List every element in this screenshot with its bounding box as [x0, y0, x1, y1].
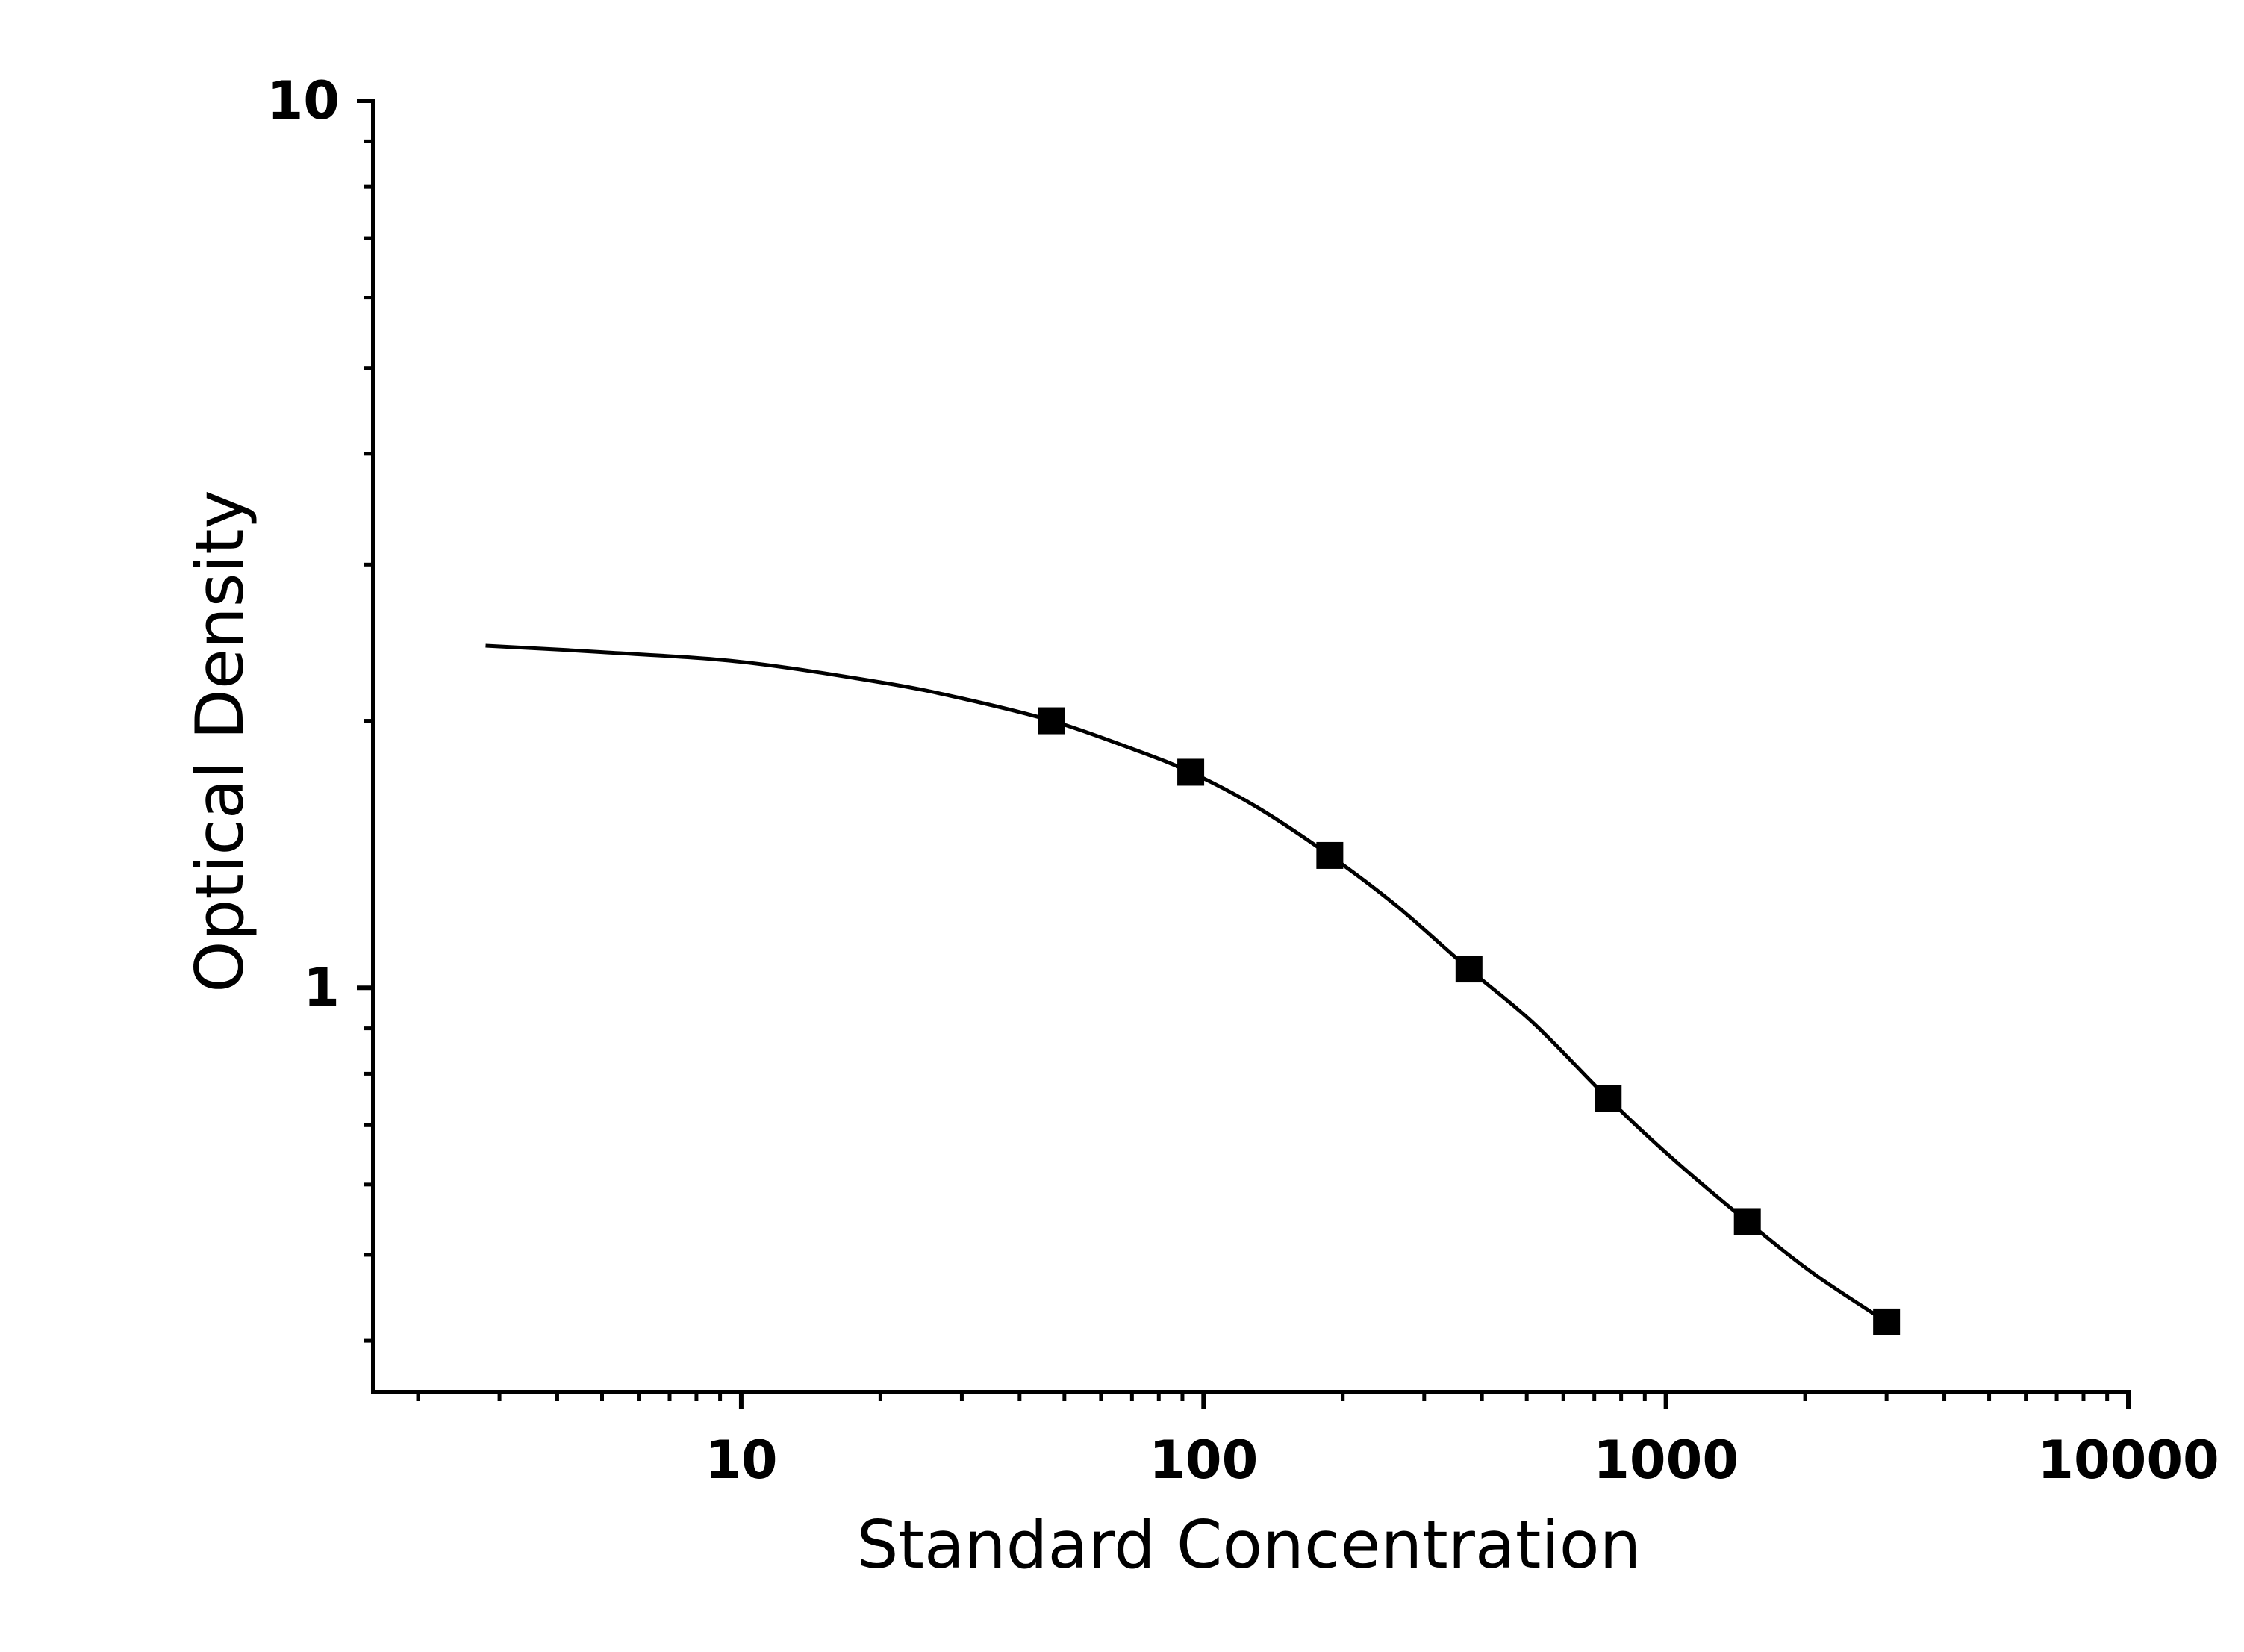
data-point-marker — [1733, 1208, 1761, 1235]
data-point-marker — [1038, 707, 1065, 735]
y-tick-label: 10 — [267, 70, 340, 131]
data-point-marker — [1873, 1308, 1901, 1335]
x-axis-title: Standard Concentration — [857, 1506, 1642, 1583]
axis-ticks — [357, 99, 2131, 1409]
y-axis-title: Optical Density — [181, 490, 258, 992]
y-tick-label: 1 — [303, 957, 340, 1018]
data-markers — [1038, 707, 1901, 1335]
data-point-marker — [1177, 758, 1205, 786]
data-point-marker — [1316, 841, 1344, 869]
data-point-marker — [1455, 956, 1483, 983]
data-point-marker — [1595, 1085, 1622, 1112]
fit-curve-line — [485, 643, 1888, 1324]
x-tick-label: 100 — [1149, 1430, 1258, 1491]
tick-labels: 10 100 1000 10000 1 10 — [267, 70, 2219, 1491]
x-tick-label: 1000 — [1593, 1430, 1739, 1491]
x-tick-label: 10000 — [2037, 1430, 2219, 1491]
axes-frame — [371, 99, 2131, 1394]
x-tick-label: 10 — [705, 1430, 777, 1491]
